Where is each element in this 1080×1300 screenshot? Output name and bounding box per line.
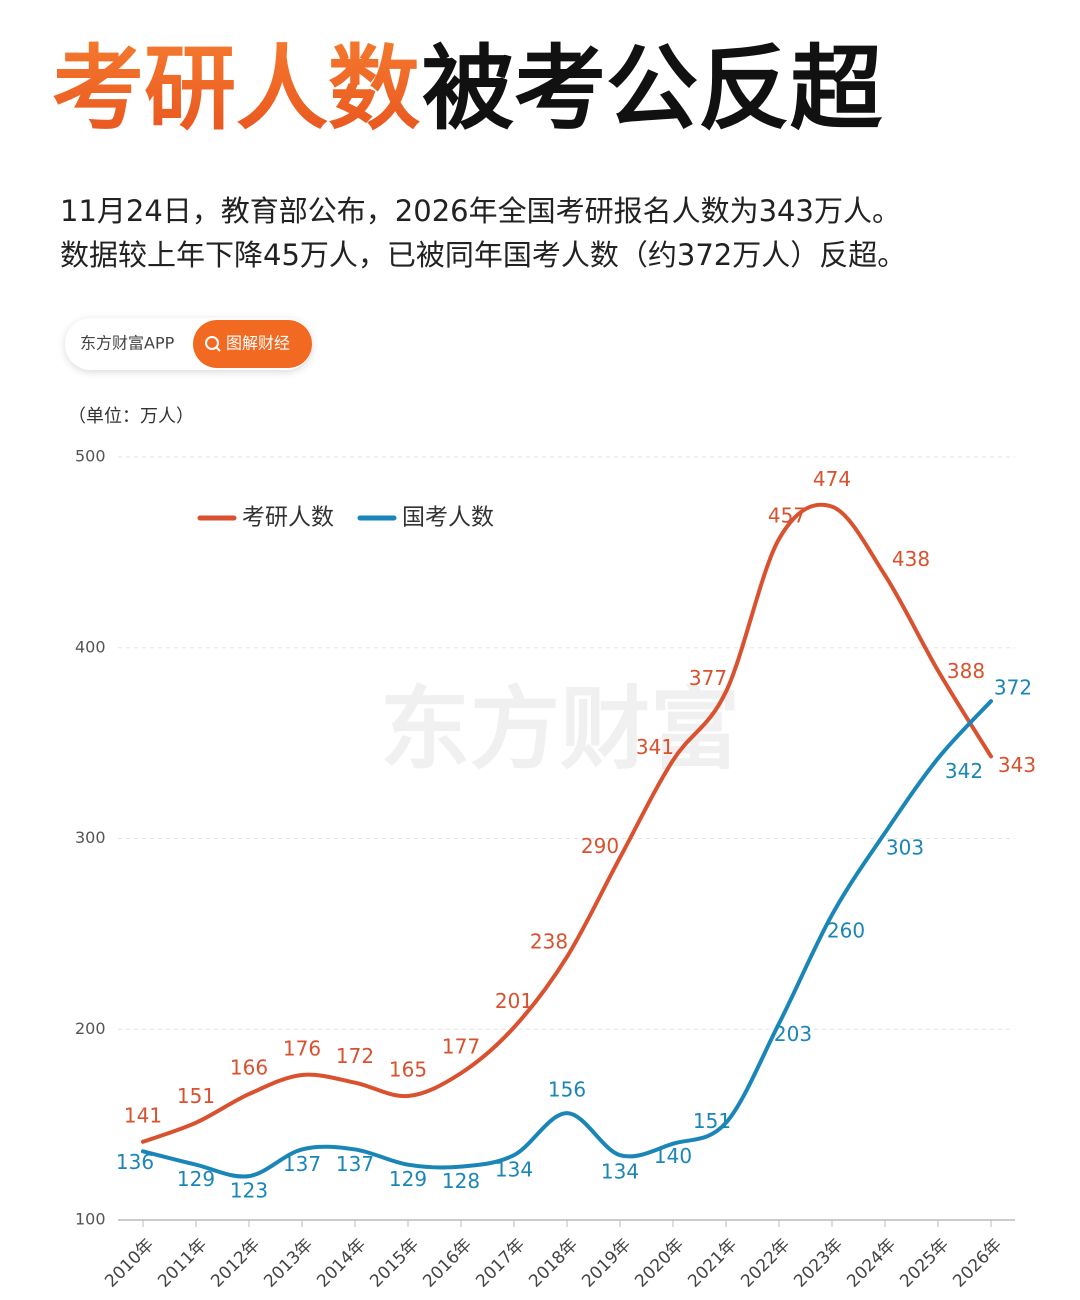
data-label: 136 (116, 1150, 154, 1174)
series-line (141, 699, 993, 1179)
data-label: 438 (892, 547, 930, 571)
x-tick-label: 2017年 (472, 1235, 529, 1292)
data-label: 166 (230, 1056, 268, 1080)
x-tick-label: 2011年 (154, 1235, 211, 1292)
data-label: 372 (994, 676, 1032, 700)
data-label: 343 (998, 753, 1036, 777)
y-tick-label: 300 (75, 828, 106, 847)
badge-tag-bg (193, 320, 312, 368)
data-label: 134 (601, 1160, 639, 1184)
data-label: 177 (442, 1035, 480, 1059)
x-tick-label: 2013年 (260, 1235, 317, 1292)
data-label: 129 (177, 1167, 215, 1191)
y-tick-label: 100 (75, 1210, 106, 1229)
x-tick-label: 2023年 (790, 1235, 847, 1292)
x-tick-label: 2021年 (684, 1235, 741, 1292)
data-label: 201 (495, 989, 533, 1013)
data-label: 172 (336, 1044, 374, 1068)
title-rest: 被考公反超 (422, 35, 883, 142)
x-tick-label: 2025年 (896, 1235, 953, 1292)
x-tick-label: 2015年 (366, 1235, 423, 1292)
series-line (141, 502, 993, 1144)
data-label: 165 (389, 1058, 427, 1082)
legend-label: 国考人数 (402, 505, 494, 531)
x-tick-label: 2024年 (843, 1235, 900, 1292)
x-tick-label: 2018年 (525, 1235, 582, 1292)
data-label: 134 (495, 1158, 533, 1182)
data-label: 260 (827, 918, 865, 942)
data-label: 290 (581, 834, 619, 858)
legend-label: 考研人数 (242, 505, 334, 531)
data-label: 474 (813, 467, 851, 491)
x-tick-label: 2010年 (101, 1235, 158, 1292)
data-label: 151 (693, 1109, 731, 1133)
badge-brand: 东方财富APP (80, 334, 175, 353)
data-label: 342 (945, 759, 983, 783)
y-tick-label: 200 (75, 1019, 106, 1038)
data-label: 377 (689, 666, 727, 690)
data-label: 137 (283, 1152, 321, 1176)
unit-label: （单位：万人） (68, 406, 194, 427)
x-tick-label: 2020年 (631, 1235, 688, 1292)
search-icon (215, 346, 221, 352)
x-tick-label: 2022年 (737, 1235, 794, 1292)
x-tick-label: 2012年 (207, 1235, 264, 1292)
data-label: 457 (768, 504, 806, 528)
subtitle: 数据较上年下降45万人，已被同年国考人数（约372万人）反超。 (60, 238, 906, 272)
watermark: 东方财富 (380, 677, 740, 782)
x-tick-label: 2016年 (419, 1235, 476, 1292)
y-tick-label: 400 (75, 637, 106, 656)
data-label: 128 (442, 1169, 480, 1193)
y-tick-label: 500 (75, 447, 106, 466)
search-icon (205, 336, 219, 350)
data-label: 388 (947, 659, 985, 683)
data-label: 303 (886, 835, 924, 859)
data-label: 203 (774, 1022, 812, 1046)
x-tick-label: 2014年 (313, 1235, 370, 1292)
badge-tag: 图解财经 (226, 334, 290, 353)
data-label: 140 (654, 1144, 692, 1168)
data-label: 123 (230, 1179, 268, 1203)
data-label: 151 (177, 1084, 215, 1108)
x-tick-label: 2026年 (949, 1235, 1006, 1292)
x-tick-label: 2019年 (578, 1235, 635, 1292)
data-label: 238 (530, 929, 568, 953)
data-label: 129 (389, 1167, 427, 1191)
data-label: 176 (283, 1037, 321, 1061)
title-highlight: 考研人数 (52, 35, 420, 142)
subtitle: 11月24日，教育部公布，2026年全国考研报名人数为343万人。 (60, 194, 901, 228)
data-label: 141 (124, 1103, 162, 1127)
data-label: 156 (548, 1078, 586, 1102)
data-label: 137 (336, 1152, 374, 1176)
data-label: 341 (636, 735, 674, 759)
